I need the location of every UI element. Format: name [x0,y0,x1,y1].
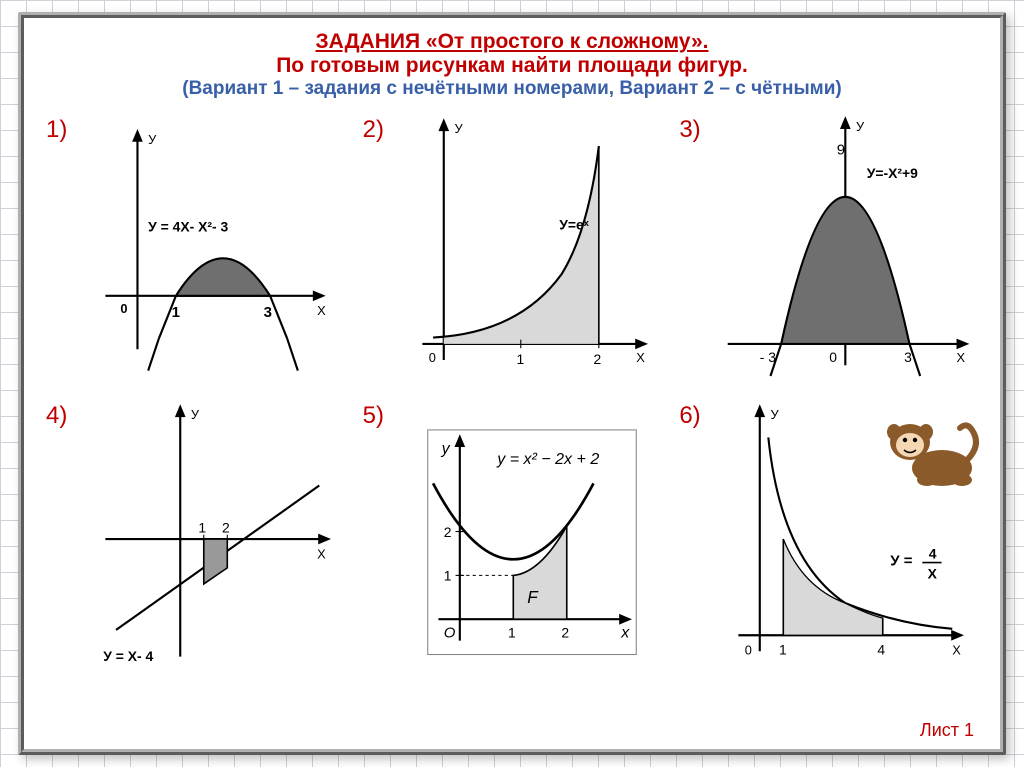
worksheet-frame: ЗАДАНИЯ «От простого к сложному». По гот… [18,12,1006,755]
svg-text:Х: Х [953,643,962,658]
svg-text:1: 1 [443,568,451,584]
svg-text:1: 1 [172,304,180,321]
svg-text:У = Х- 4: У = Х- 4 [103,648,153,664]
monkey-icon [872,400,982,490]
svg-text:3: 3 [904,349,912,365]
svg-text:- 3: - 3 [760,349,776,365]
svg-text:y = x² − 2x + 2: y = x² − 2x + 2 [496,450,599,468]
panel-number: 1) [46,116,67,144]
svg-text:0: 0 [428,350,435,365]
title-line-1: ЗАДАНИЯ «От простого к сложному». [42,30,982,54]
svg-text:1: 1 [508,624,516,640]
svg-text:F: F [527,588,539,607]
panel-3: 3) У Х 9 - 3 3 0 У=-Х²+9 [675,108,982,388]
title-block: ЗАДАНИЯ «От простого к сложному». По гот… [42,30,982,100]
panel-number: 4) [46,402,67,430]
panel-5: 5) y x O 1 2 1 2 [359,394,666,674]
svg-text:Х: Х [957,350,966,365]
svg-text:O: O [443,624,455,641]
svg-text:1: 1 [516,351,524,367]
panel-6: 6) У Х 0 1 4 У = 4 [675,394,982,674]
svg-text:У: У [454,121,463,136]
svg-text:4: 4 [878,642,886,658]
svg-text:У = 4Х- Х²- 3: У = 4Х- Х²- 3 [148,219,228,235]
svg-text:Х: Х [928,566,938,582]
chart-3: У Х 9 - 3 3 0 У=-Х²+9 [717,114,974,392]
svg-text:У: У [191,407,200,422]
svg-text:0: 0 [830,349,838,365]
panel-number: 5) [363,402,384,430]
panel-1: 1) У Х 0 1 3 У = 4Х- Х²- 3 [42,108,349,388]
footer-page-label: Лист 1 [920,720,974,741]
panel-number: 2) [363,116,384,144]
svg-text:x: x [620,623,630,641]
svg-text:1: 1 [198,520,206,536]
svg-text:У: У [856,119,865,134]
svg-text:2: 2 [443,524,451,540]
svg-text:y: y [440,439,450,457]
svg-text:У =: У = [891,553,913,570]
chart-1: У Х 0 1 3 У = 4Х- Х²- 3 [84,114,341,392]
svg-text:4: 4 [929,545,937,561]
svg-text:2: 2 [222,520,230,536]
chart-4: У Х 1 2 У = Х- 4 [84,400,341,678]
panel-number: 6) [679,402,700,430]
svg-text:Х: Х [317,303,326,318]
panel-4: 4) У Х 1 2 У = Х- 4 [42,394,349,674]
svg-text:Х: Х [317,546,326,561]
svg-text:0: 0 [120,301,127,316]
svg-text:1: 1 [779,642,787,658]
chart-5: y x O 1 2 1 2 F y = x² − 2x + 2 [401,400,658,678]
title-line-3: (Вариант 1 – задания с нечётными номерам… [42,78,982,100]
svg-text:9: 9 [837,142,845,159]
svg-text:3: 3 [264,304,272,321]
svg-text:0: 0 [745,643,752,658]
svg-text:Х: Х [636,350,645,365]
title-line-2: По готовым рисункам найти площади фигур. [42,54,982,78]
chart-2: У Х 0 1 2 У=eˣ [401,114,658,392]
panels-grid: 1) У Х 0 1 3 У = 4Х- Х²- 3 [42,108,982,674]
svg-text:2: 2 [593,351,601,367]
panel-number: 3) [679,116,700,144]
svg-text:У=eˣ: У=eˣ [559,216,589,232]
svg-text:У=-Х²+9: У=-Х²+9 [867,165,918,181]
svg-text:У: У [148,132,157,147]
panel-2: 2) У Х 0 1 2 У=eˣ [359,108,666,388]
svg-text:2: 2 [561,624,569,640]
svg-text:У: У [771,407,780,422]
